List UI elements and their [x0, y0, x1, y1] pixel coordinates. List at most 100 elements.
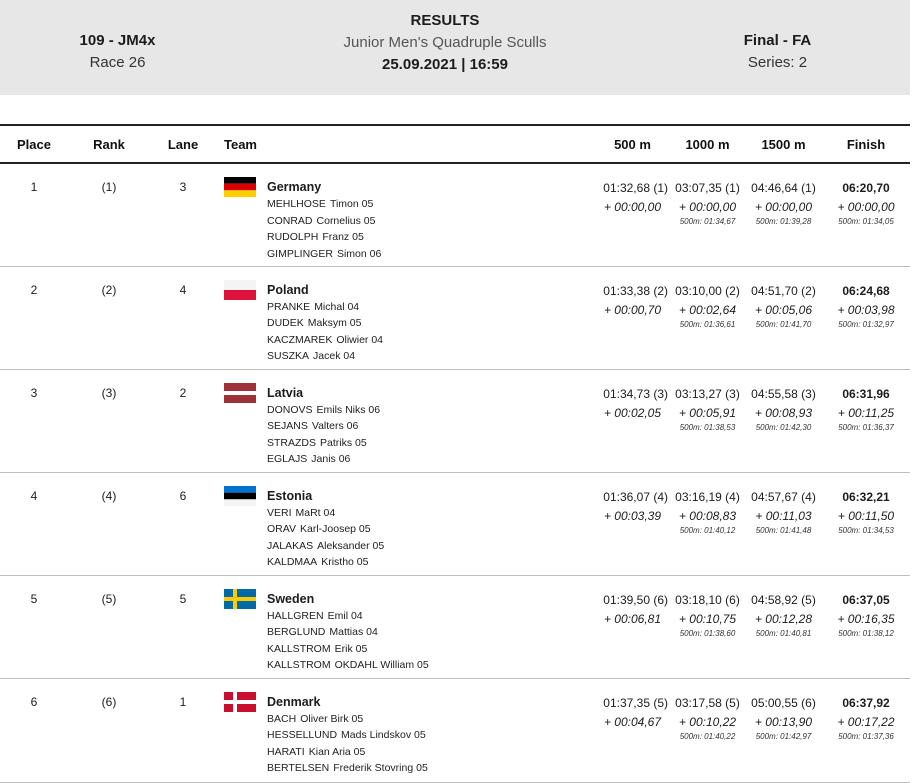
crew-family-name: KACZMAREK	[267, 333, 333, 346]
place-cell: 4	[30, 488, 38, 503]
crew-family-name: CONRAD	[267, 214, 313, 227]
race-series: Series: 2	[747, 54, 808, 71]
split-diff: + 00:13,90	[754, 714, 813, 729]
split-pace: 500m: 01:42,97	[755, 731, 812, 741]
split-s1500: 04:55,58 (3) + 00:08,93 500m: 01:42,30	[745, 369, 822, 472]
split-pace: 500m: 01:38,53	[679, 422, 736, 432]
split-diff: + 00:08,93	[754, 405, 813, 420]
crew-family-name: HALLGREN	[267, 609, 324, 622]
rank-cell: (6)	[101, 694, 117, 709]
crew-family-name: JALAKAS	[267, 539, 314, 552]
crew-member: JALAKAS Aleksander 05	[267, 538, 384, 555]
team-cell: Poland PRANKE Michal 04 DUDEK Maksym 05 KACZ…	[216, 266, 595, 369]
split-time: 06:31,96	[842, 386, 890, 401]
split-time: 06:24,68	[842, 283, 890, 298]
crew-list: DONOVS Emils Niks 06 SEJANS Valters 06 STRAZ…	[267, 402, 380, 468]
country-name: Germany	[267, 180, 322, 194]
lane-cell: 6	[179, 488, 187, 503]
split-diff: + 00:10,75	[678, 611, 737, 626]
split-time: 03:16,19 (4)	[675, 489, 740, 504]
crew-family-name: STRAZDS	[267, 436, 317, 449]
result-row: 2 (2) 4 Poland PRANKE Michal 04 DUDEK Maksy…	[0, 266, 910, 369]
split-pace: 500m: 01:41,70	[755, 319, 812, 329]
crew-member: ORAV Karl-Joosep 05	[267, 521, 384, 538]
split-pace: 500m: 01:34,05	[838, 217, 894, 226]
split-pace: 500m: 01:36,61	[679, 319, 736, 329]
crew-family-name: VERI	[267, 506, 292, 519]
crew-member: DONOVS Emils Niks 06	[267, 402, 380, 419]
split-pace: 500m: 01:41,48	[755, 525, 812, 535]
crew-member: GIMPLINGER Simon 06	[267, 246, 381, 263]
col-header-1500m: 1500 m	[745, 124, 822, 164]
crew-given-name: Mattias 04	[329, 626, 378, 638]
split-pace: 500m: 01:34,53	[838, 525, 894, 535]
crew-family-name: MEHLHOSE	[267, 198, 326, 210]
crew-member: BERGLUND Mattias 04	[267, 624, 429, 641]
crew-list: HALLGREN Emil 04 BERGLUND Mattias 04 KALLSTR…	[267, 608, 429, 674]
crew-given-name: Maksym 05	[307, 317, 362, 329]
crew-given-name: Jacek 04	[313, 350, 356, 362]
split-s1500: 04:46,64 (1) + 00:00,00 500m: 01:39,28	[745, 163, 822, 266]
rank-cell: (1)	[101, 180, 117, 194]
denmark-flag	[224, 691, 256, 712]
split-diff: + 00:16,35	[837, 611, 895, 626]
split-pace: 500m: 01:32,97	[838, 319, 894, 329]
crew-member: VERI MaRt 04	[267, 505, 384, 522]
crew-member: KALLSTROM Erik 05	[267, 641, 429, 658]
split-pace: 500m: 01:40,22	[679, 731, 736, 741]
crew-given-name: Emil 04	[327, 609, 363, 622]
split-diff: + 00:05,91	[678, 405, 737, 420]
crew-family-name: SEJANS	[267, 420, 308, 432]
col-header-finish: Finish	[822, 124, 910, 164]
team-cell: Estonia VERI MaRt 04 ORAV Karl-Joosep 05 JAL…	[216, 472, 595, 575]
lane-cell: 3	[179, 180, 187, 194]
col-header-rank: Rank	[68, 124, 150, 164]
team-cell: Germany MEHLHOSE Timon 05 CONRAD Cornelius …	[216, 163, 595, 266]
crew-member: SUSZKA Jacek 04	[267, 348, 383, 365]
results-table: Place Rank Lane Team 500 m 1000 m 1500 m…	[0, 124, 910, 783]
split-time: 06:20,70	[842, 181, 890, 195]
col-header-lane: Lane	[150, 124, 216, 164]
crew-member: PRANKE Michal 04	[267, 299, 383, 316]
crew-list: BACH Oliver Birk 05 HESSELLUND Mads Lindsko…	[267, 711, 428, 777]
crew-member: BERTELSEN Frederik Stovring 05	[267, 760, 428, 777]
phase-info: Final - FA Series: 2	[690, 30, 865, 74]
crew-list: VERI MaRt 04 ORAV Karl-Joosep 05 JALAKAS Alek…	[267, 505, 384, 571]
event-code: 109 - JM4x	[79, 32, 156, 49]
crew-family-name: BERGLUND	[267, 626, 326, 638]
crew-family-name: HARATI	[267, 745, 305, 758]
crew-given-name: Emils Niks 06	[316, 403, 381, 416]
split-time: 05:00,55 (6)	[751, 695, 816, 710]
race-phase: Final - FA	[743, 32, 812, 49]
split-diff: + 00:02,64	[678, 302, 737, 317]
split-time: 03:17,58 (5)	[675, 695, 740, 710]
split-s1000: 03:17,58 (5) + 00:10,22 500m: 01:40,22	[670, 678, 745, 782]
split-diff: + 00:11,25	[837, 405, 895, 420]
crew-family-name: KALLSTROM	[267, 659, 331, 671]
crew-member: DUDEK Maksym 05	[267, 315, 383, 332]
crew-given-name: Janis 06	[311, 453, 351, 465]
split-diff: + 00:00,00	[678, 200, 737, 214]
crew-given-name: Franz 05	[322, 231, 364, 243]
split-finish: 06:37,05 + 00:16,35 500m: 01:38,12	[822, 575, 910, 678]
lane-cell: 2	[179, 385, 187, 400]
split-time: 04:57,67 (4)	[751, 489, 816, 504]
germany-flag	[224, 177, 256, 197]
crew-given-name: Simon 06	[336, 247, 382, 260]
split-s500: 01:37,35 (5) + 00:04,67	[595, 678, 670, 782]
crew-given-name: MaRt 04	[295, 506, 336, 519]
sweden-flag	[224, 588, 256, 609]
split-diff: + 00:12,28	[754, 611, 813, 626]
split-pace: 500m: 01:36,37	[838, 422, 894, 432]
split-time: 01:33,38 (2)	[603, 283, 668, 298]
crew-family-name: PRANKE	[267, 300, 311, 313]
split-time: 03:13,27 (3)	[675, 386, 740, 401]
crew-member: RUDOLPH Franz 05	[267, 229, 381, 246]
crew-given-name: OKDAHL William 05	[334, 659, 429, 671]
crew-given-name: Kian Aria 05	[308, 745, 366, 758]
crew-list: MEHLHOSE Timon 05 CONRAD Cornelius 05 RUDOLP…	[267, 196, 381, 262]
crew-given-name: Aleksander 05	[317, 539, 385, 552]
crew-family-name: SUSZKA	[267, 350, 310, 362]
crew-given-name: Timon 05	[329, 198, 374, 210]
lane-cell: 4	[179, 282, 187, 297]
